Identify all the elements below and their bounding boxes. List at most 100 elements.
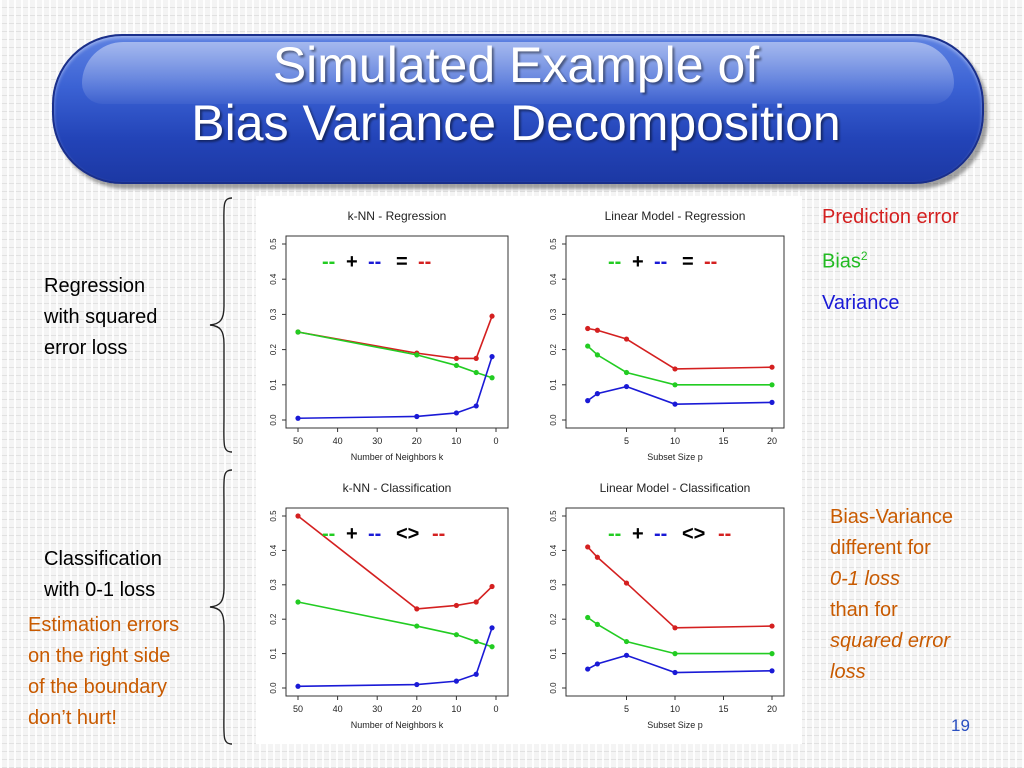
- x-tick-label: 20: [767, 436, 777, 446]
- data-point: [453, 632, 459, 638]
- estimation-note-line: don’t hurt!: [28, 707, 117, 729]
- data-point: [473, 369, 479, 376]
- x-tick-label: 15: [718, 436, 728, 446]
- bias-dash: --: [608, 523, 621, 545]
- legend-variance-label: Variance: [822, 292, 900, 314]
- data-point: [594, 554, 600, 560]
- data-point: [623, 383, 630, 390]
- note-line: Bias-Variance: [830, 506, 954, 528]
- series-line: [587, 546, 773, 629]
- y-tick-label: 0.4: [549, 273, 558, 285]
- title-banner: [52, 34, 984, 184]
- data-point: [623, 580, 630, 586]
- y-tick-label: 0.5: [269, 238, 278, 250]
- series-line: [297, 331, 493, 379]
- slide-title: Simulated Example of Bias Variance Decom…: [52, 36, 980, 152]
- plot-frame: [565, 507, 785, 697]
- legend-bias-label: Bias: [822, 250, 861, 273]
- variance-dash: --: [654, 251, 667, 273]
- x-tick-label: 30: [372, 704, 382, 714]
- bias-variance-note: Bias-Variance different for 0-1 loss tha…: [830, 502, 953, 688]
- data-point: [473, 671, 479, 677]
- data-point: [414, 606, 420, 612]
- y-tick-label: 0.1: [269, 379, 278, 391]
- x-tick-label: 5: [624, 704, 629, 714]
- data-point: [594, 352, 600, 358]
- series-line: [297, 356, 493, 420]
- data-point: [769, 399, 775, 405]
- y-tick-label: 0.0: [549, 414, 558, 426]
- series-line: [587, 385, 773, 405]
- data-point: [295, 513, 301, 519]
- data-point: [489, 625, 495, 631]
- data-point: [489, 583, 495, 590]
- data-point: [295, 329, 301, 335]
- x-axis-label: Subset Size p: [647, 720, 703, 730]
- regression-label-line: Regression: [44, 275, 146, 297]
- y-tick-label: 0.4: [269, 544, 278, 556]
- x-tick-label: 10: [670, 436, 680, 446]
- y-tick-label: 0.1: [549, 379, 558, 391]
- chart-title: Linear Model - Classification: [600, 481, 751, 495]
- data-point: [489, 644, 495, 650]
- chart-title: k-NN - Classification: [343, 481, 452, 495]
- data-point: [769, 623, 775, 629]
- charts-panel: k-NN - Regression Number of Neighbors k 50…: [256, 196, 802, 744]
- estimation-note-line: on the right side: [28, 645, 171, 667]
- y-tick-label: 0.2: [269, 613, 278, 625]
- relation-sign: <>: [682, 523, 705, 545]
- y-tick-label: 0.2: [549, 613, 558, 625]
- data-point: [594, 621, 600, 627]
- classification-label-line: Classification: [44, 548, 162, 570]
- data-point: [473, 638, 479, 645]
- estimation-note-line: of the boundary: [28, 676, 167, 698]
- data-point: [453, 410, 459, 416]
- y-tick-label: 0.3: [549, 308, 558, 320]
- series-line: [297, 601, 493, 648]
- plot-frame: [285, 235, 509, 429]
- y-tick-label: 0.3: [549, 579, 558, 591]
- y-tick-label: 0.0: [269, 682, 278, 694]
- data-point: [453, 678, 459, 684]
- x-tick-label: 50: [293, 436, 303, 446]
- data-point: [489, 313, 495, 319]
- data-point: [594, 661, 600, 667]
- y-tick-label: 0.4: [549, 544, 558, 556]
- plus-sign: +: [346, 251, 358, 273]
- legend-bias: Bias2: [822, 249, 868, 274]
- note-line: loss: [830, 661, 866, 683]
- classification-label-line: with 0-1 loss: [44, 579, 156, 601]
- bias-dash: --: [322, 251, 335, 273]
- data-point: [295, 415, 301, 421]
- variance-dash: --: [368, 251, 381, 273]
- data-point: [585, 398, 591, 404]
- data-point: [623, 369, 630, 376]
- page-number: 19: [951, 716, 970, 735]
- title-line-1: Simulated Example of: [272, 37, 760, 93]
- data-point: [623, 336, 630, 342]
- note-line: 0-1 loss: [830, 568, 901, 590]
- regression-brace: [209, 197, 233, 453]
- y-tick-label: 0.0: [549, 682, 558, 694]
- y-tick-label: 0.5: [549, 238, 558, 250]
- y-tick-label: 0.1: [269, 647, 278, 659]
- y-tick-label: 0.0: [269, 414, 278, 426]
- x-tick-label: 40: [333, 436, 343, 446]
- data-point: [295, 683, 301, 689]
- data-point: [769, 382, 775, 388]
- y-tick-label: 0.3: [269, 579, 278, 591]
- estimation-note-line: Estimation errors: [28, 614, 180, 636]
- data-point: [414, 413, 420, 420]
- regression-label-line: error loss: [44, 337, 128, 359]
- data-point: [672, 625, 678, 631]
- data-point: [414, 681, 420, 688]
- note-line: than for: [830, 599, 898, 621]
- data-point: [585, 343, 591, 349]
- relation-sign: <>: [396, 523, 419, 545]
- variance-dash: --: [654, 523, 667, 545]
- legend-prediction-error-label: Prediction error: [822, 206, 959, 228]
- data-point: [594, 327, 600, 333]
- data-point: [672, 669, 678, 676]
- data-point: [672, 366, 678, 372]
- relation-sign: =: [682, 251, 694, 273]
